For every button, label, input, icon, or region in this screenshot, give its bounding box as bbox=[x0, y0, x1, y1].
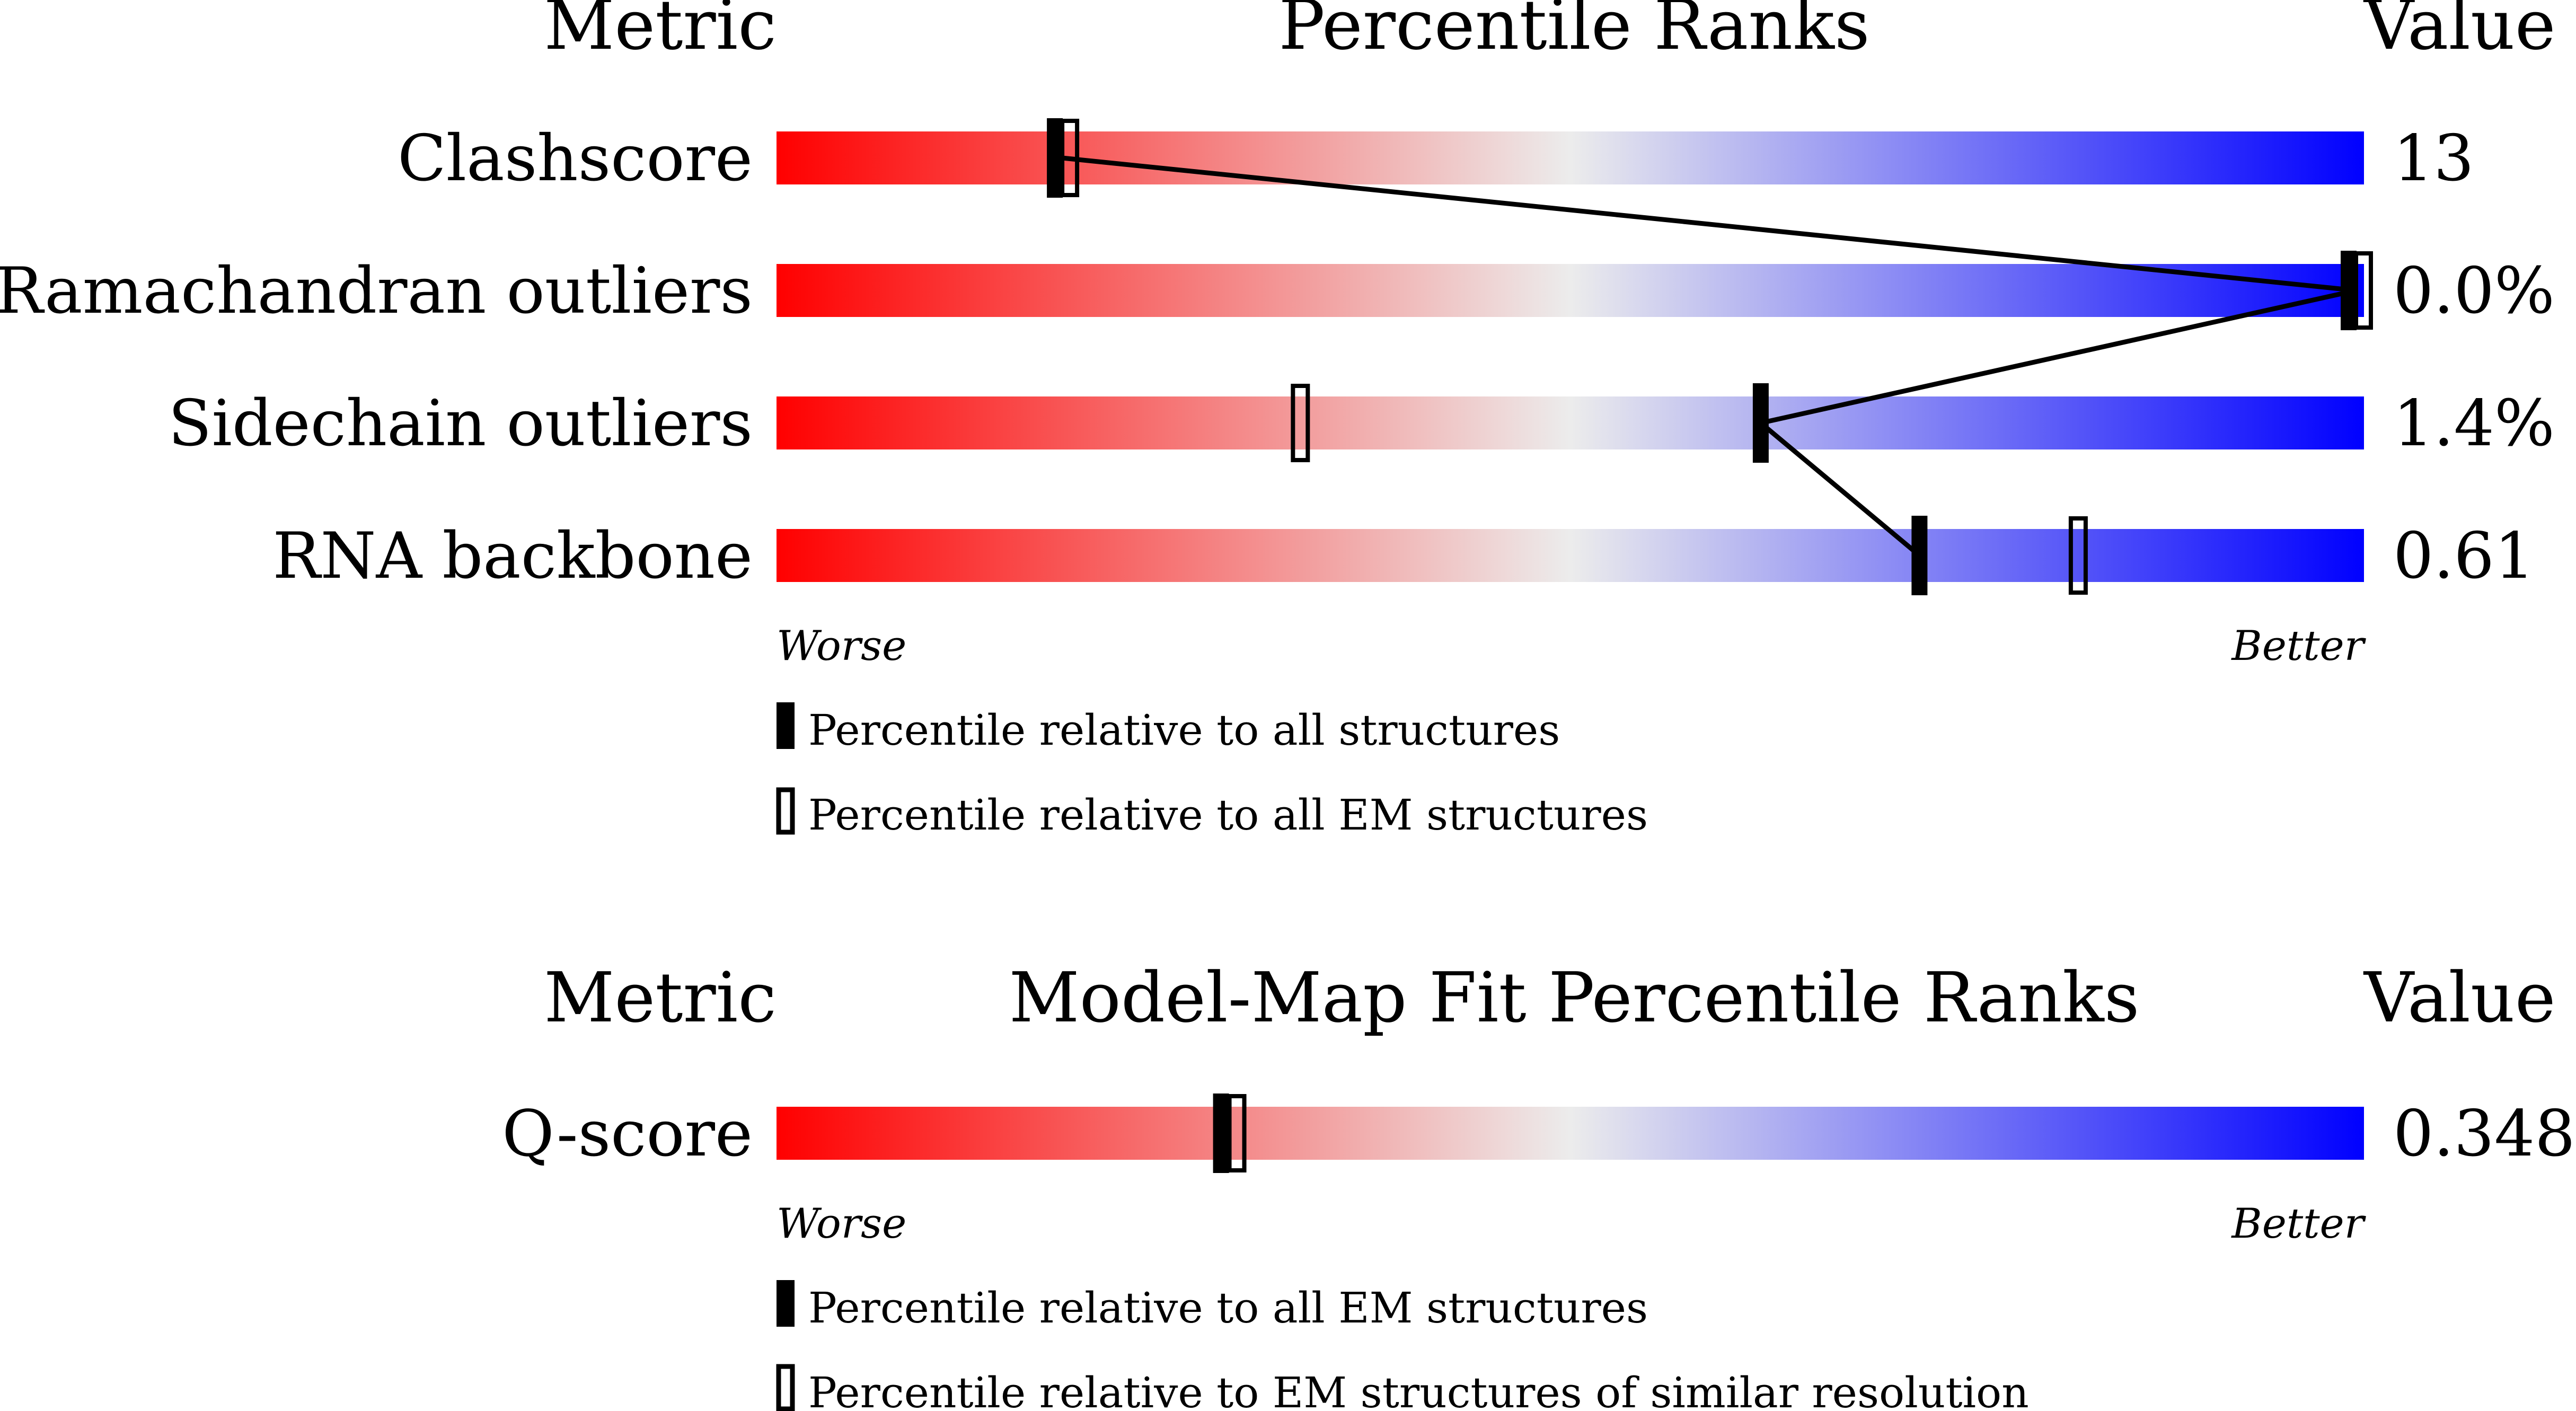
legend-open-swatch bbox=[776, 787, 795, 835]
legend-filled-swatch bbox=[777, 1280, 795, 1327]
metric-label: Sidechain outliers bbox=[168, 387, 753, 461]
percentile-marker-filled bbox=[1911, 516, 1928, 595]
metric-value: 0.348 bbox=[2393, 1097, 2575, 1171]
legend-filled-swatch bbox=[777, 702, 795, 749]
panel-title: Model-Map Fit Percentile Ranks bbox=[1009, 957, 2140, 1038]
percentile-marker-open bbox=[1227, 1094, 1247, 1172]
percentile-marker-open bbox=[2354, 251, 2373, 330]
percentile-marker-filled bbox=[1213, 1093, 1229, 1173]
percentile-bar bbox=[777, 264, 2364, 317]
value-header: Value bbox=[2363, 957, 2556, 1038]
metric-value: 0.0% bbox=[2393, 254, 2555, 328]
worse-label: Worse bbox=[777, 622, 906, 670]
metric-value: 13 bbox=[2393, 122, 2474, 196]
metric-label: Clashscore bbox=[398, 122, 753, 196]
value-header: Value bbox=[2363, 0, 2556, 65]
better-label: Better bbox=[2230, 1200, 2366, 1248]
better-label: Better bbox=[2230, 622, 2366, 670]
legend-open-swatch bbox=[776, 1364, 795, 1411]
worse-label: Worse bbox=[777, 1200, 906, 1248]
legend-open-label: Percentile relative to all EM structures bbox=[808, 790, 1648, 840]
percentile-marker-open bbox=[1291, 384, 1310, 462]
legend-open-label: Percentile relative to EM structures of … bbox=[808, 1368, 2029, 1411]
metric-value: 1.4% bbox=[2393, 387, 2555, 461]
panel-title: Percentile Ranks bbox=[1278, 0, 1869, 65]
percentile-bar bbox=[777, 529, 2364, 582]
legend-filled-label: Percentile relative to all EM structures bbox=[808, 1283, 1648, 1333]
percentile-marker-open bbox=[2068, 516, 2088, 595]
metric-label: Ramachandran outliers bbox=[0, 254, 753, 328]
model-map-fit-panel: Q-score 0.348 bbox=[502, 1093, 2575, 1173]
percentile-bar bbox=[777, 396, 2364, 449]
percentile-bar bbox=[777, 1107, 2364, 1160]
percentile-panel: Clashscore 13 Ramachandran outliers 0.0% Sid… bbox=[0, 118, 2555, 595]
percentile-bar bbox=[777, 131, 2364, 184]
percentile-marker-filled bbox=[1752, 383, 1769, 463]
metric-label: RNA backbone bbox=[272, 519, 753, 593]
metric-header: Metric bbox=[544, 957, 777, 1038]
legend-filled-label: Percentile relative to all structures bbox=[808, 706, 1560, 755]
percentile-connector-line bbox=[1062, 155, 2357, 558]
metric-label: Q-score bbox=[502, 1097, 753, 1171]
percentile-marker-open bbox=[1060, 119, 1080, 197]
metric-header: Metric bbox=[544, 0, 777, 65]
metric-value: 0.61 bbox=[2393, 519, 2535, 593]
